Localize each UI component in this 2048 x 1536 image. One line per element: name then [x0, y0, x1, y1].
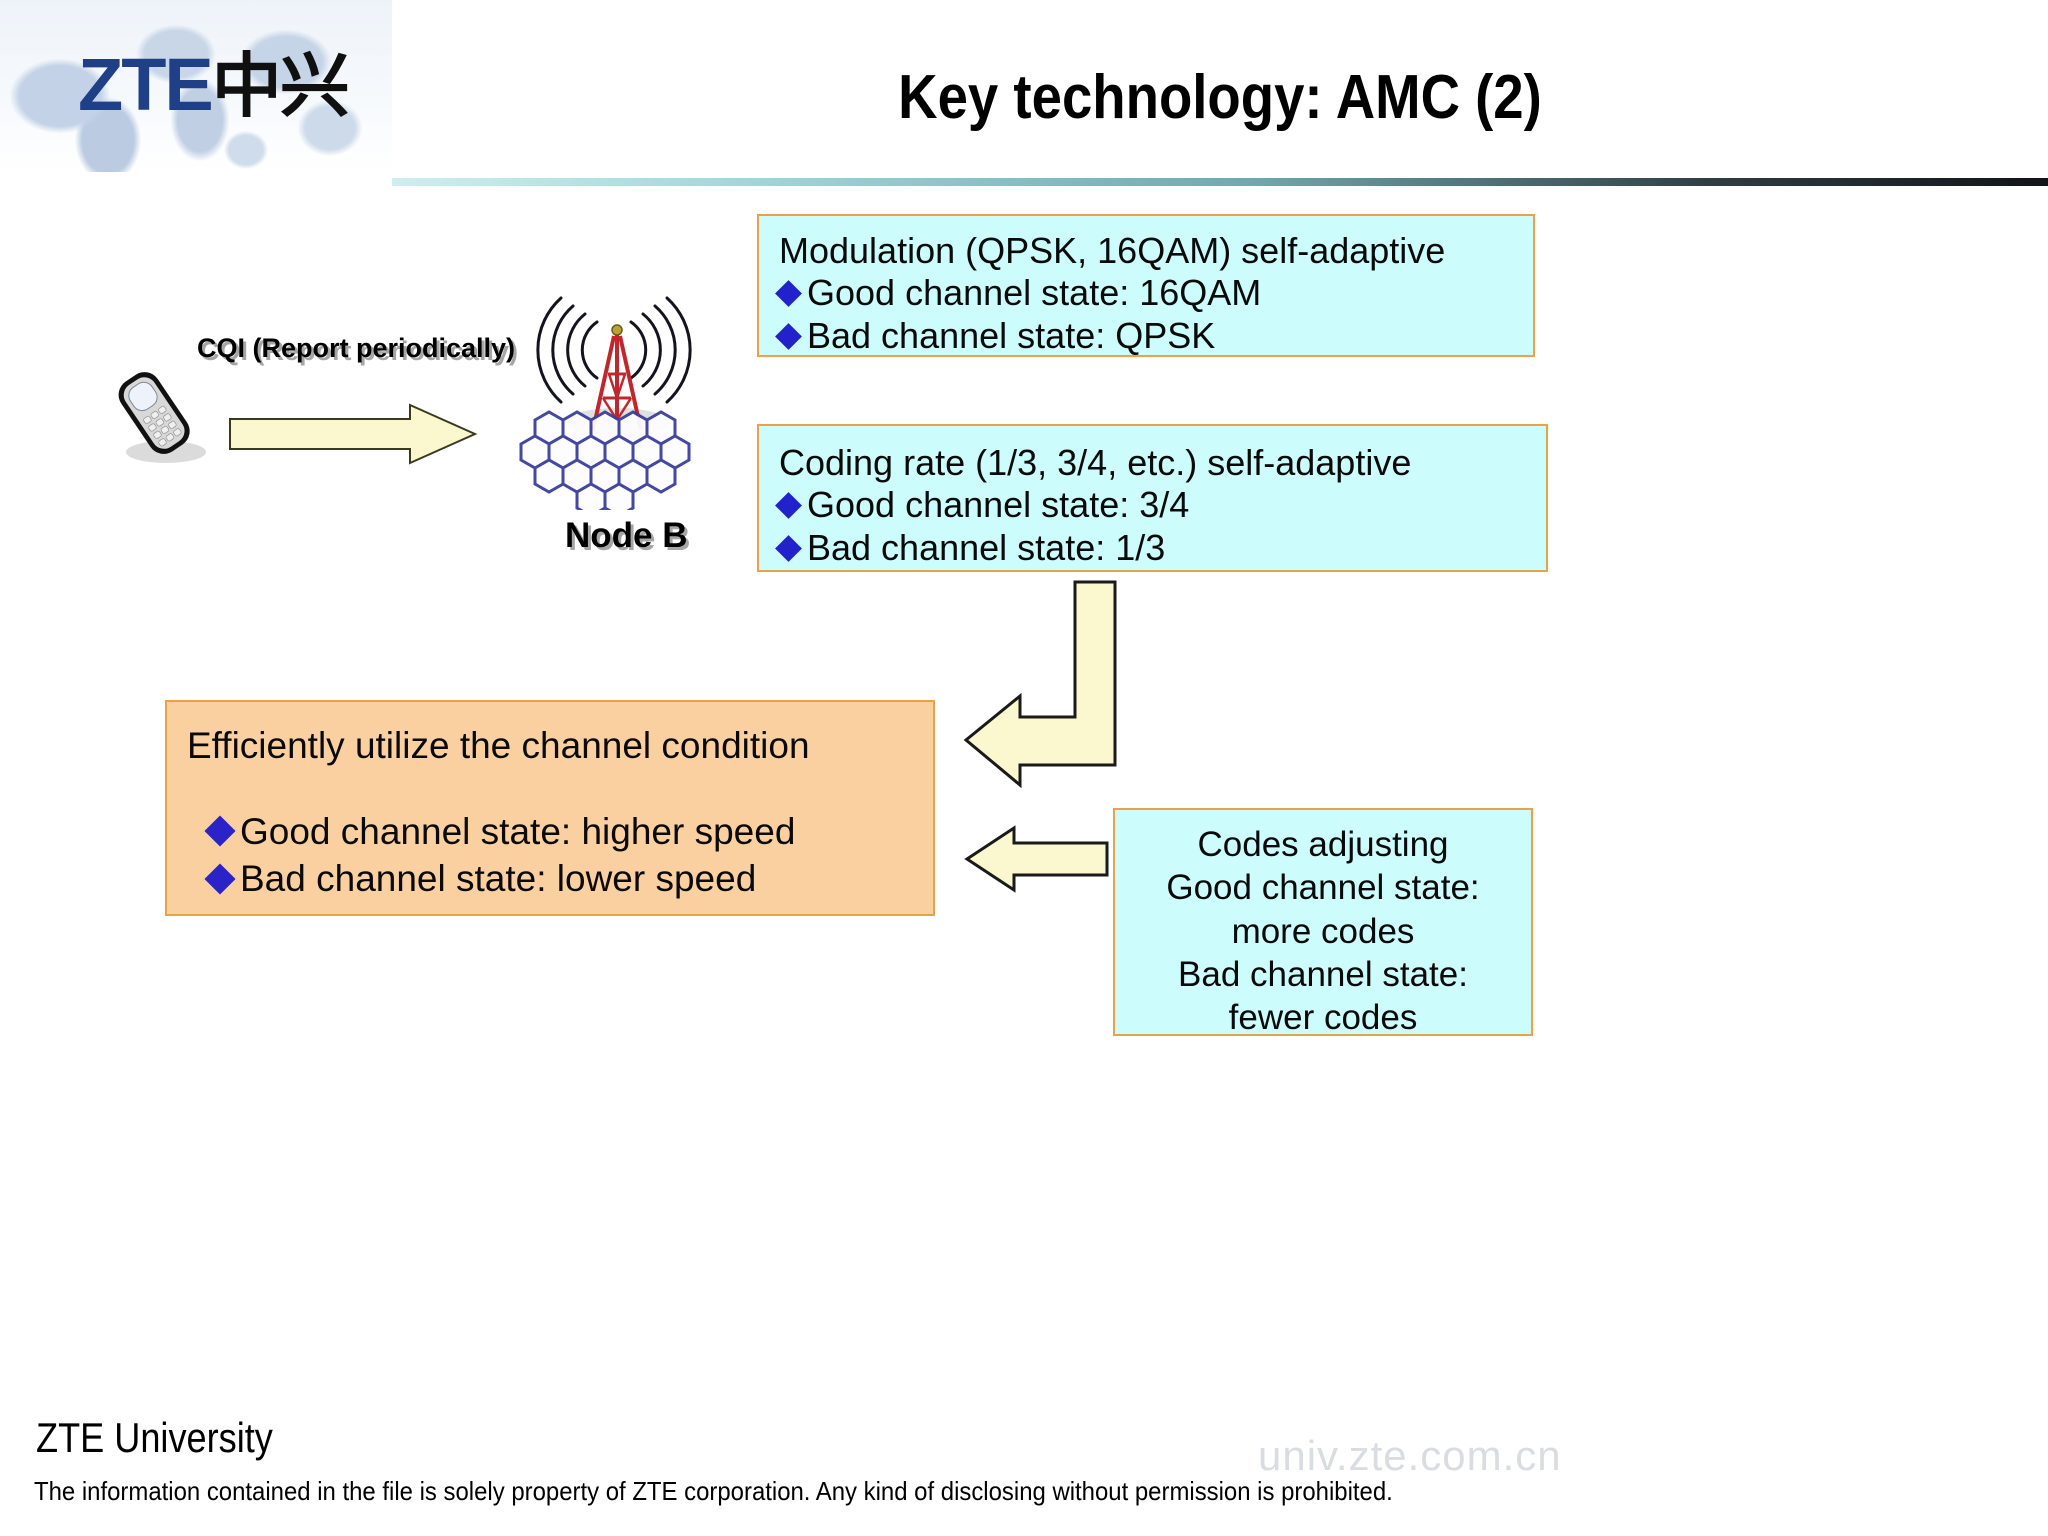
result-bullet-2: Bad channel state: lower speed — [204, 857, 933, 901]
codes-line-3: more codes — [1231, 911, 1415, 951]
codes-adjusting-box: Codes adjusting Good channel state: more… — [1113, 808, 1533, 1038]
modulation-bullet-1-text: Good channel state: 16QAM — [807, 272, 1262, 314]
result-bullet-1-text: Good channel state: higher speed — [240, 810, 796, 852]
diamond-bullet-icon — [204, 815, 236, 848]
left-arrow — [964, 825, 1109, 893]
logo-wordmark: ZTE中兴 — [78, 48, 350, 122]
diamond-bullet-icon — [775, 492, 802, 520]
diamond-bullet-icon — [775, 280, 802, 308]
world-map-backdrop — [0, 0, 392, 172]
footer-disclaimer: The information contained in the file is… — [34, 1476, 1393, 1506]
result-bullet-1: Good channel state: higher speed — [204, 810, 933, 854]
codes-line-4: Bad channel state: — [1178, 954, 1468, 994]
coding-rate-box: Coding rate (1/3, 3/4, etc.) self-adapti… — [757, 424, 1548, 572]
result-bullet-2-text: Bad channel state: lower speed — [240, 858, 757, 900]
diamond-bullet-icon — [204, 863, 236, 895]
coding-title: Coding rate (1/3, 3/4, etc.) self-adapti… — [779, 442, 1412, 483]
diamond-bullet-icon — [775, 534, 802, 562]
logo-zte-text: ZTE — [78, 43, 214, 126]
coding-bullet-1-text: Good channel state: 3/4 — [807, 484, 1190, 526]
coding-bullet-1: Good channel state: 3/4 — [775, 484, 1546, 526]
radio-waves-icon — [536, 296, 692, 404]
honeycomb-cells-icon — [519, 410, 691, 518]
modulation-title: Modulation (QPSK, 16QAM) self-adaptive — [779, 230, 1446, 271]
cqi-label: CQI (Report periodically) — [197, 333, 516, 363]
site-watermark: univ.zte.com.cn — [1258, 1432, 1562, 1479]
diamond-bullet-icon — [775, 322, 802, 350]
coding-bullet-2-text: Bad channel state: 1/3 — [807, 526, 1166, 568]
mobile-phone-icon — [100, 358, 220, 468]
modulation-bullet-1: Good channel state: 16QAM — [775, 272, 1533, 314]
result-title: Efficiently utilize the channel conditio… — [187, 725, 810, 766]
page-title: Key technology: AMC (2) — [898, 63, 1542, 132]
uplink-arrow — [229, 403, 478, 465]
modulation-bullet-2-text: Bad channel state: QPSK — [807, 314, 1216, 356]
logo-chinese-text: 中兴 — [211, 45, 350, 127]
codes-line-1: Codes adjusting — [1197, 825, 1449, 864]
footer-university: ZTE University — [36, 1414, 273, 1461]
node-b-illustration — [505, 270, 735, 518]
codes-line-2: Good channel state: — [1166, 868, 1480, 908]
title-divider — [392, 178, 2048, 186]
result-box: Efficiently utilize the channel conditio… — [165, 700, 935, 916]
zte-logo: ZTE中兴 — [0, 0, 392, 172]
modulation-bullet-2: Bad channel state: QPSK — [775, 314, 1533, 357]
cell-tower-icon — [591, 328, 643, 431]
codes-line-5: fewer codes — [1228, 998, 1418, 1038]
node-b-label: Node B — [565, 516, 688, 555]
bent-left-arrow — [963, 580, 1117, 789]
modulation-box: Modulation (QPSK, 16QAM) self-adaptive G… — [757, 214, 1535, 357]
coding-bullet-2: Bad channel state: 1/3 — [775, 526, 1546, 569]
